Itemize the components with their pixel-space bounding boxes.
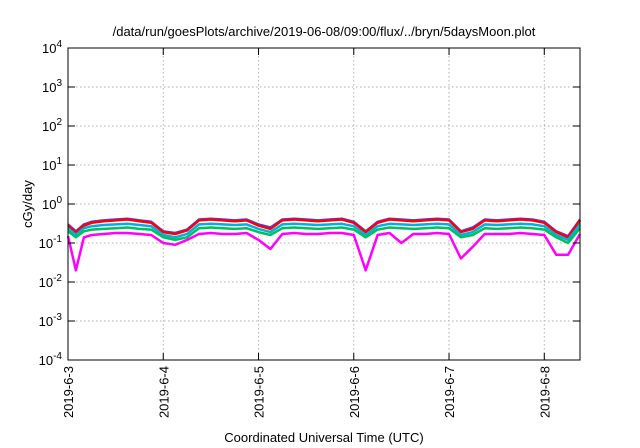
x-tick-label: 2019-6-4 xyxy=(156,366,171,418)
series-group xyxy=(66,217,582,272)
x-tick-label: 2019-6-6 xyxy=(347,366,362,418)
y-tick-label: 10-3 xyxy=(39,312,63,329)
chart-title: /data/run/goesPlots/archive/2019-06-08/0… xyxy=(113,24,536,39)
y-tick-label-exponent: 2 xyxy=(56,117,62,128)
y-tick-label-base: 10 xyxy=(39,236,53,251)
x-axis-title: Coordinated Universal Time (UTC) xyxy=(224,430,423,445)
y-tick-label-base: 10 xyxy=(39,314,53,329)
y-tick-label-base: 10 xyxy=(39,275,53,290)
y-tick-label-base: 10 xyxy=(42,41,56,56)
y-tick-label: 103 xyxy=(42,78,62,95)
x-tick-label: 2019-6-3 xyxy=(61,366,76,418)
y-tick-label-exponent: -2 xyxy=(53,273,62,284)
y-tick-label-exponent: -4 xyxy=(53,351,62,362)
y-tick-label-base: 10 xyxy=(42,197,56,212)
y-tick-label: 10-1 xyxy=(39,234,63,251)
y-tick-label: 104 xyxy=(42,39,62,56)
grid xyxy=(68,48,580,360)
y-tick-label-exponent: 0 xyxy=(56,195,62,206)
series-line-2 xyxy=(67,222,581,242)
y-tick-label-exponent: 4 xyxy=(56,39,62,50)
y-tick-label-base: 10 xyxy=(42,119,56,134)
series-line-3 xyxy=(67,226,581,245)
y-tick-label-exponent: 3 xyxy=(56,78,62,89)
y-tick-label: 101 xyxy=(42,156,62,173)
series-line-4 xyxy=(66,231,582,272)
y-tick-label: 10-2 xyxy=(39,273,63,290)
x-tick-label: 2019-6-7 xyxy=(442,366,457,418)
y-axis-title: cGy/day xyxy=(20,180,35,228)
y-tick-label-exponent: 1 xyxy=(56,156,62,167)
y-tick-label: 102 xyxy=(42,117,62,134)
plot-frame xyxy=(67,47,581,361)
y-tick-label-base: 10 xyxy=(39,353,53,368)
y-tick-label-exponent: -1 xyxy=(53,234,62,245)
y-tick-label: 100 xyxy=(42,195,62,212)
y-tick-label-exponent: -3 xyxy=(53,312,62,323)
y-tick-label-base: 10 xyxy=(42,158,56,173)
x-tick-label: 2019-6-5 xyxy=(252,366,267,418)
y-tick-label: 10-4 xyxy=(39,351,63,368)
series-line-1 xyxy=(67,218,582,239)
x-tick-labels: 2019-6-3 2019-6-4 2019-6-5 2019-6-6 2019-6-7… xyxy=(61,366,552,418)
y-tick-label-base: 10 xyxy=(42,80,56,95)
x-tick-label: 2019-6-8 xyxy=(537,366,552,418)
